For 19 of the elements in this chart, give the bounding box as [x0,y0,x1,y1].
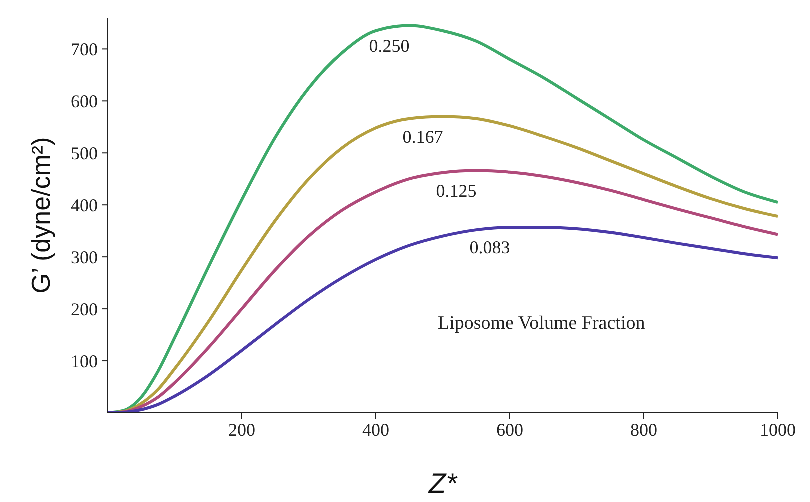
y-tick-label: 500 [71,144,98,164]
y-tick-label: 300 [71,247,98,268]
y-tick-label: 400 [71,195,98,216]
x-tick-label: 600 [496,420,524,440]
y-tick-label: 100 [71,351,98,372]
annotation: Liposome Volume Fraction [438,313,646,335]
x-tick-label: 1000 [760,420,796,440]
y-tick-label: 200 [71,299,98,320]
y-axis-title: G’ (dyne/cm²) [26,137,56,294]
y-tick-label: 700 [71,40,98,60]
y-tick-label: 600 [71,92,98,112]
x-tick-label: 400 [362,420,390,440]
series-label: 0.167 [402,126,444,147]
series-label: 0.083 [470,237,510,258]
x-tick-label: 800 [630,420,658,440]
series-label: 0.125 [436,180,477,201]
x-tick-label: 200 [228,420,256,440]
x-axis-title: Z* [428,468,458,499]
series-label: 0.250 [369,36,410,56]
